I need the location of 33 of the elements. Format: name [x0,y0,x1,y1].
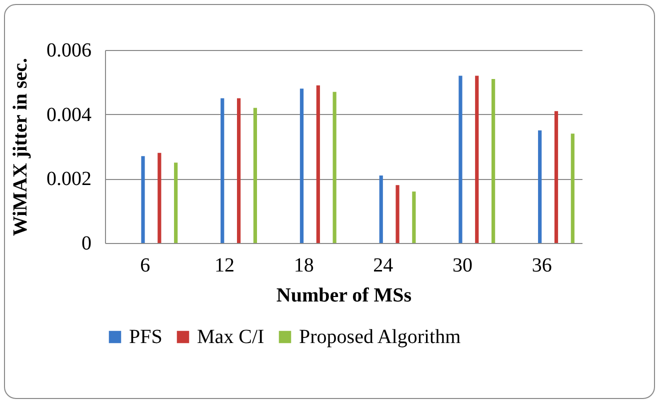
bar [491,78,496,243]
bar [174,162,178,243]
bar [332,92,336,243]
bar [458,76,462,243]
bar [158,152,162,243]
bar [538,130,542,243]
bar [220,98,224,243]
bar [236,98,241,243]
bar [379,175,383,243]
x-tick-label: 12 [214,254,234,276]
y-tick-label: 0.002 [46,168,92,190]
bar [141,156,145,243]
bar [253,108,258,243]
x-tick-label: 18 [294,254,314,276]
y-tick-label: 0.004 [46,104,92,126]
y-tick-label: 0.006 [46,40,92,62]
bar [396,185,400,243]
legend-label: Proposed Algorithm [299,326,462,348]
bar [554,111,558,243]
bar [475,76,479,243]
x-axis-title: Number of MSs [276,284,412,306]
bar [412,192,416,243]
legend-label: Max C/I [197,326,264,348]
y-axis-title: WiMAX jitter in sec. [10,58,32,236]
bar [300,88,304,243]
y-tick-label: 0 [82,232,92,254]
x-tick-label: 36 [532,254,552,276]
bar [316,85,320,243]
legend-label: PFS [129,326,162,348]
bar [570,134,574,243]
x-tick-label: 24 [373,254,394,276]
x-tick-label: 30 [452,254,473,276]
x-tick-label: 6 [140,254,150,276]
